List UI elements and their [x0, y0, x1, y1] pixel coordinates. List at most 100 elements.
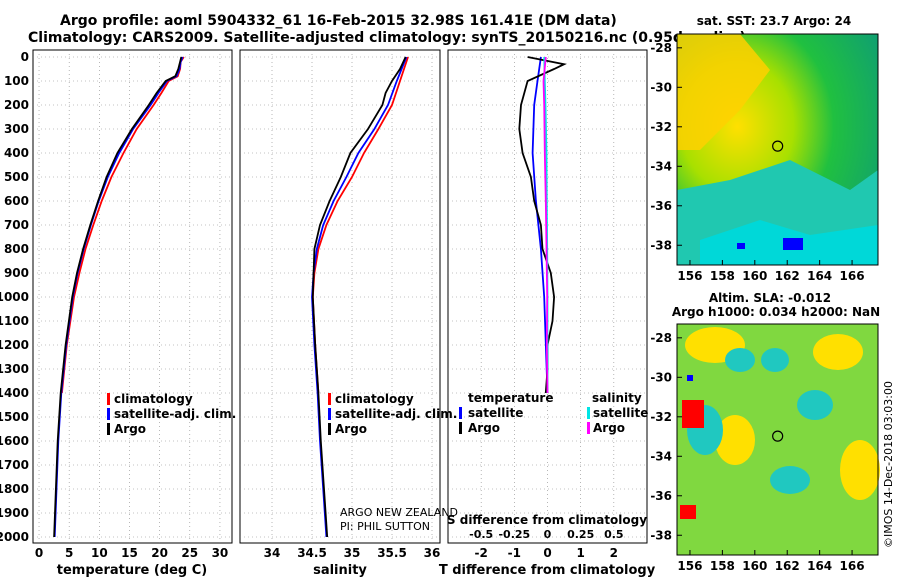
sla-map-frame: [676, 323, 879, 556]
y-tick-label: 1300: [0, 362, 29, 376]
x-tick-label: 35.5: [377, 546, 407, 560]
y-tick-label: 100: [4, 74, 29, 88]
x-tick-label: 1: [576, 546, 584, 560]
sla-map: [676, 323, 880, 556]
x-tick-label: 20: [151, 546, 168, 560]
x-tick-label: 30: [212, 546, 229, 560]
difference-x2label: S difference from climatology: [447, 513, 647, 527]
y-tick-label: 1400: [0, 386, 29, 400]
y-tick-label: 1000: [0, 290, 29, 304]
x-tick-label: -2: [474, 546, 487, 560]
legend-t-satellite-swatch: [459, 407, 462, 419]
map-x-tick-label: 156: [677, 269, 702, 283]
legend-t-satellite-label: satellite: [468, 406, 523, 420]
map-x-tick-label: 166: [840, 269, 865, 283]
y-tick-label: 700: [4, 218, 29, 232]
difference-panel: -2 -1 0 1 2 -0.5 -0.25 0 0.25 0.5: [448, 50, 647, 560]
legend-satellite-swatch: [328, 408, 331, 420]
legend-climatology-swatch: [328, 393, 331, 405]
x-tick-label: 5: [65, 546, 73, 560]
map-y-tick-label: -28: [650, 41, 672, 55]
figure-title-line1: Argo profile: aoml 5904332_61 16-Feb-201…: [60, 13, 617, 29]
y-tick-label: 1600: [0, 434, 29, 448]
map-x-tick-label: 158: [710, 559, 735, 573]
legend-satellite-swatch: [107, 408, 110, 420]
map-x-tick-label: 156: [677, 559, 702, 573]
sla-argo-location-marker: [772, 430, 784, 442]
x-tick-label: 34: [264, 546, 281, 560]
map-y-tick-label: -36: [650, 199, 672, 213]
map-y-tick-label: -36: [650, 489, 672, 503]
legend-s-argo-swatch: [587, 422, 590, 434]
sla-low-anomaly: [761, 348, 789, 372]
map-x-tick-label: 160: [742, 269, 767, 283]
x-tick-label: 36: [424, 546, 441, 560]
sla-high-anomaly: [840, 440, 880, 500]
sst-map-frame: [676, 33, 879, 266]
x-tick-label: 25: [181, 546, 198, 560]
legend-s-satellite-label: satellite: [593, 406, 648, 420]
temperature-xlabel: temperature (deg C): [57, 563, 207, 578]
difference-legend: temperature salinity satellite Argo sate…: [459, 391, 648, 435]
legend-argo-label: Argo: [114, 422, 146, 436]
y-tick-label: 1900: [0, 506, 29, 520]
series-line-t-argo: [518, 56, 567, 394]
sla-extreme-low: [687, 375, 693, 381]
sla-extreme-high: [680, 505, 696, 519]
legend-satellite-label: satellite-adj. clim.: [335, 407, 457, 421]
legend-t-argo-swatch: [459, 422, 462, 434]
y-tick-label: 300: [4, 122, 29, 136]
map-x-tick-label: 164: [807, 269, 832, 283]
legend-salinity-title: salinity: [592, 391, 642, 405]
map-x-tick-label: 162: [775, 269, 800, 283]
credit-text: ©IMOS 14-Dec-2018 03:03:00: [882, 381, 895, 548]
legend-argo-swatch: [328, 423, 331, 435]
legend-temperature-title: temperature: [468, 391, 553, 405]
annotation-pi: PI: PHIL SUTTON: [340, 520, 430, 533]
legend-t-argo-label: Argo: [468, 421, 500, 435]
x2-tick-label: -0.5: [469, 528, 493, 541]
x-tick-label: 10: [91, 546, 108, 560]
sst-blue-patch: [783, 238, 803, 250]
sla-map-title-line2: Argo h1000: 0.034 h2000: NaN: [672, 305, 880, 319]
sst-warm-region: [677, 34, 770, 150]
x2-tick-label: -0.25: [498, 528, 530, 541]
salinity-plot-frame: [239, 49, 441, 544]
sla-low-anomaly: [725, 348, 755, 372]
difference-xlabel: T difference from climatology: [439, 563, 656, 578]
map-x-tick-label: 158: [710, 269, 735, 283]
sst-map-axes: 156 158 160 162 164 166 -28 -30 -32 -34 -36 -38: [650, 41, 864, 283]
sst-map: [676, 33, 879, 266]
sla-low-anomaly: [770, 466, 810, 494]
sla-high-anomaly: [715, 415, 755, 465]
map-y-tick-label: -34: [650, 449, 672, 463]
x-tick-label: 2: [610, 546, 618, 560]
sla-extreme-high: [682, 400, 704, 428]
temperature-panel: 0100200300400500600700800900100011001200…: [0, 50, 232, 560]
y-tick-label: 1200: [0, 338, 29, 352]
x2-tick-label: 0.5: [604, 528, 624, 541]
legend-argo-label: Argo: [335, 422, 367, 436]
map-x-tick-label: 164: [807, 559, 832, 573]
x-tick-label: -1: [508, 546, 521, 560]
map-y-tick-label: -38: [650, 528, 672, 542]
series-line-t-satellite: [531, 56, 549, 394]
map-y-tick-label: -32: [650, 120, 672, 134]
map-x-tick-label: 162: [775, 559, 800, 573]
y-tick-label: 400: [4, 146, 29, 160]
sst-argo-location-marker: [772, 140, 784, 152]
y-tick-label: 800: [4, 242, 29, 256]
y-tick-label: 200: [4, 98, 29, 112]
map-y-tick-label: -30: [650, 80, 672, 94]
y-tick-label: 2000: [0, 530, 29, 544]
sla-map-title-line1: Altim. SLA: -0.012: [709, 291, 831, 305]
map-y-tick-label: -30: [650, 370, 672, 384]
series-line-argo: [311, 56, 407, 538]
series-line-argo: [53, 56, 183, 538]
x-tick-label: 35: [344, 546, 361, 560]
y-tick-label: 1800: [0, 482, 29, 496]
legend-s-argo-label: Argo: [593, 421, 625, 435]
x-tick-label: 0: [35, 546, 43, 560]
sla-low-anomaly: [797, 390, 833, 420]
legend-s-satellite-swatch: [587, 407, 590, 419]
